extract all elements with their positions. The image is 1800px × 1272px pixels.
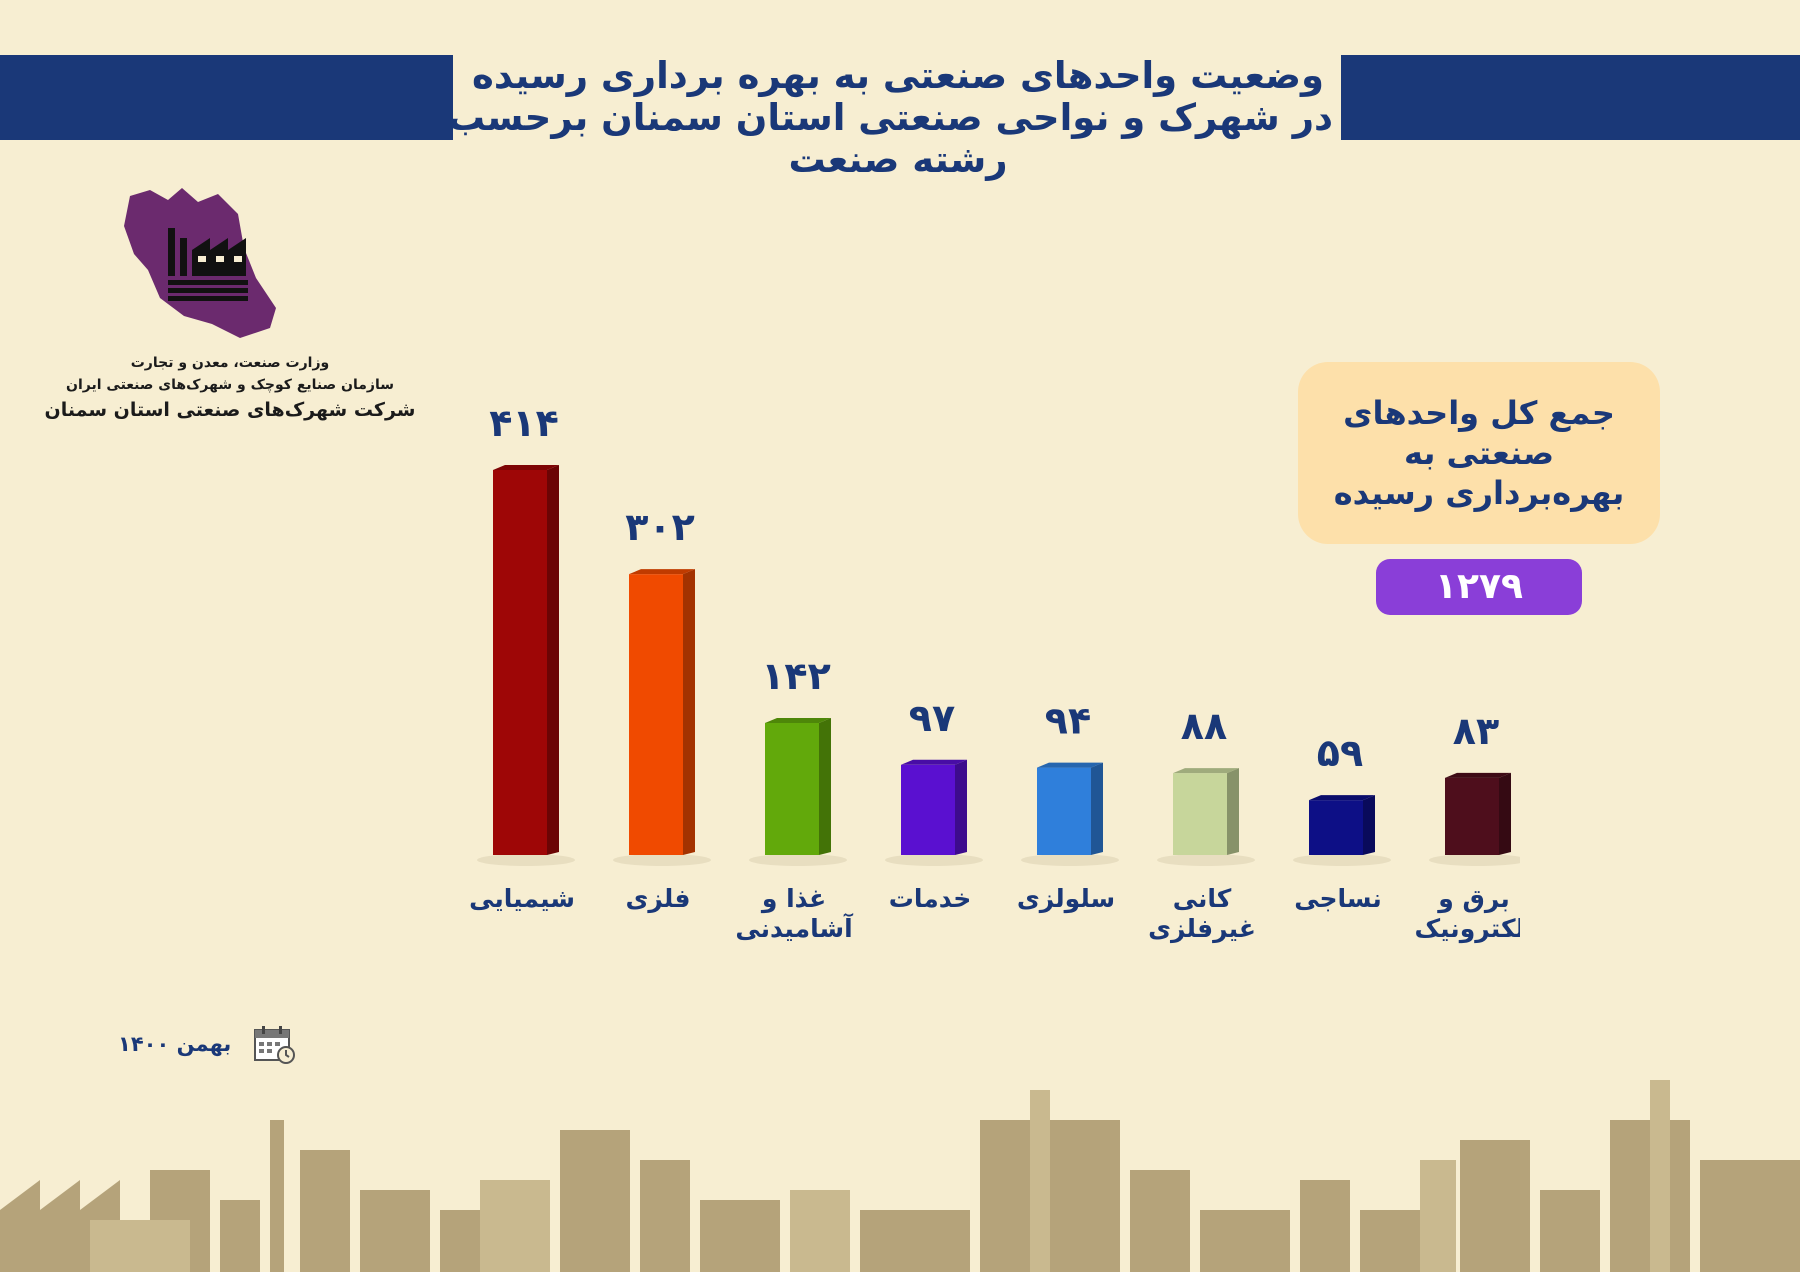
total-value-badge: ۱۲۷۹ <box>1376 559 1582 615</box>
bar-top <box>1445 772 1511 778</box>
bar-top <box>493 465 559 470</box>
calendar-icon <box>254 1026 296 1064</box>
date-row: بهمن ۱۴۰۰ <box>118 1024 297 1064</box>
title-line-1: وضعیت واحدهای صنعتی به بهره برداری رسیده <box>472 54 1324 97</box>
org-company: شرکت شهرک‌های صنعتی استان سمنان <box>44 399 416 421</box>
bar-top <box>901 759 967 765</box>
bar-side <box>1363 795 1375 855</box>
bar <box>1173 773 1227 855</box>
bar-shadow <box>885 854 983 866</box>
category-label: سلولزی <box>1017 884 1115 914</box>
bar-side <box>1227 768 1239 855</box>
category-label: غذا و <box>760 884 826 914</box>
bar-top <box>1037 762 1103 768</box>
date-label: بهمن ۱۴۰۰ <box>118 1032 232 1056</box>
bar-top <box>1173 768 1239 774</box>
total-label: جمع کل واحدهای صنعتی به بهره‌برداری رسید… <box>1333 394 1625 512</box>
category-label: الکترونیک <box>1415 914 1520 944</box>
bar-shadow <box>1293 854 1391 866</box>
bar-shadow <box>1429 854 1520 866</box>
data-label: ۹۷ <box>909 696 955 740</box>
category-label: آشامیدنی <box>735 913 854 943</box>
data-label: ۱۴۲ <box>761 654 831 698</box>
bar <box>765 722 819 855</box>
bar <box>1037 767 1091 855</box>
bar-shadow <box>477 854 575 866</box>
bar-top <box>765 717 831 723</box>
category-label: غیرفلزی <box>1148 914 1256 944</box>
header-band-left <box>0 55 453 140</box>
data-label: ۴۱۴ <box>489 401 559 445</box>
bar <box>1445 777 1499 855</box>
data-label: ۳۰۲ <box>625 505 695 549</box>
bar-side <box>547 465 559 855</box>
bar-shadow <box>613 854 711 866</box>
data-label: ۹۴ <box>1045 699 1091 743</box>
title-line-2: در شهرک و نواحی صنعتی استان سمنان برحسب <box>447 96 1333 139</box>
data-label: ۸۳ <box>1453 709 1499 753</box>
bar-side <box>819 717 831 855</box>
bar <box>1309 800 1363 855</box>
bar-top <box>629 569 695 575</box>
category-label: فلزی <box>625 884 690 914</box>
industrial-skyline-decoration <box>0 1080 1800 1272</box>
org-organization: سازمان صنایع کوچک و شهرک‌های صنعتی ایران <box>66 377 394 393</box>
bar-top <box>1309 795 1375 801</box>
bar-shadow <box>1157 854 1255 866</box>
total-summary-box: جمع کل واحدهای صنعتی به بهره‌برداری رسید… <box>1298 362 1660 544</box>
data-label: ۸۸ <box>1181 704 1227 748</box>
bar <box>629 574 683 855</box>
bar-side <box>1499 772 1511 855</box>
title-line-3: رشته صنعت <box>788 138 1008 181</box>
bar-side <box>1091 762 1103 855</box>
bar-shadow <box>749 854 847 866</box>
data-label: ۵۹ <box>1317 731 1363 775</box>
header-band-right <box>1341 55 1800 140</box>
bar-side <box>955 759 967 855</box>
bar <box>493 470 547 855</box>
category-label: نساجی <box>1294 884 1382 913</box>
bar <box>901 764 955 855</box>
iran-map-factory-logo <box>124 188 276 338</box>
bar-shadow <box>1021 854 1119 866</box>
organization-block: وزارت صنعت، معدن و تجارت سازمان صنایع کو… <box>30 352 430 424</box>
org-ministry: وزارت صنعت، معدن و تجارت <box>130 355 330 371</box>
category-label: خدمات <box>889 884 971 913</box>
bar-side <box>683 569 695 855</box>
category-label: کانی <box>1173 884 1232 913</box>
page-title: وضعیت واحدهای صنعتی به بهره برداری رسیده… <box>447 54 1333 181</box>
category-label: برق و <box>1436 884 1510 914</box>
category-label: شیمیایی <box>469 884 575 913</box>
